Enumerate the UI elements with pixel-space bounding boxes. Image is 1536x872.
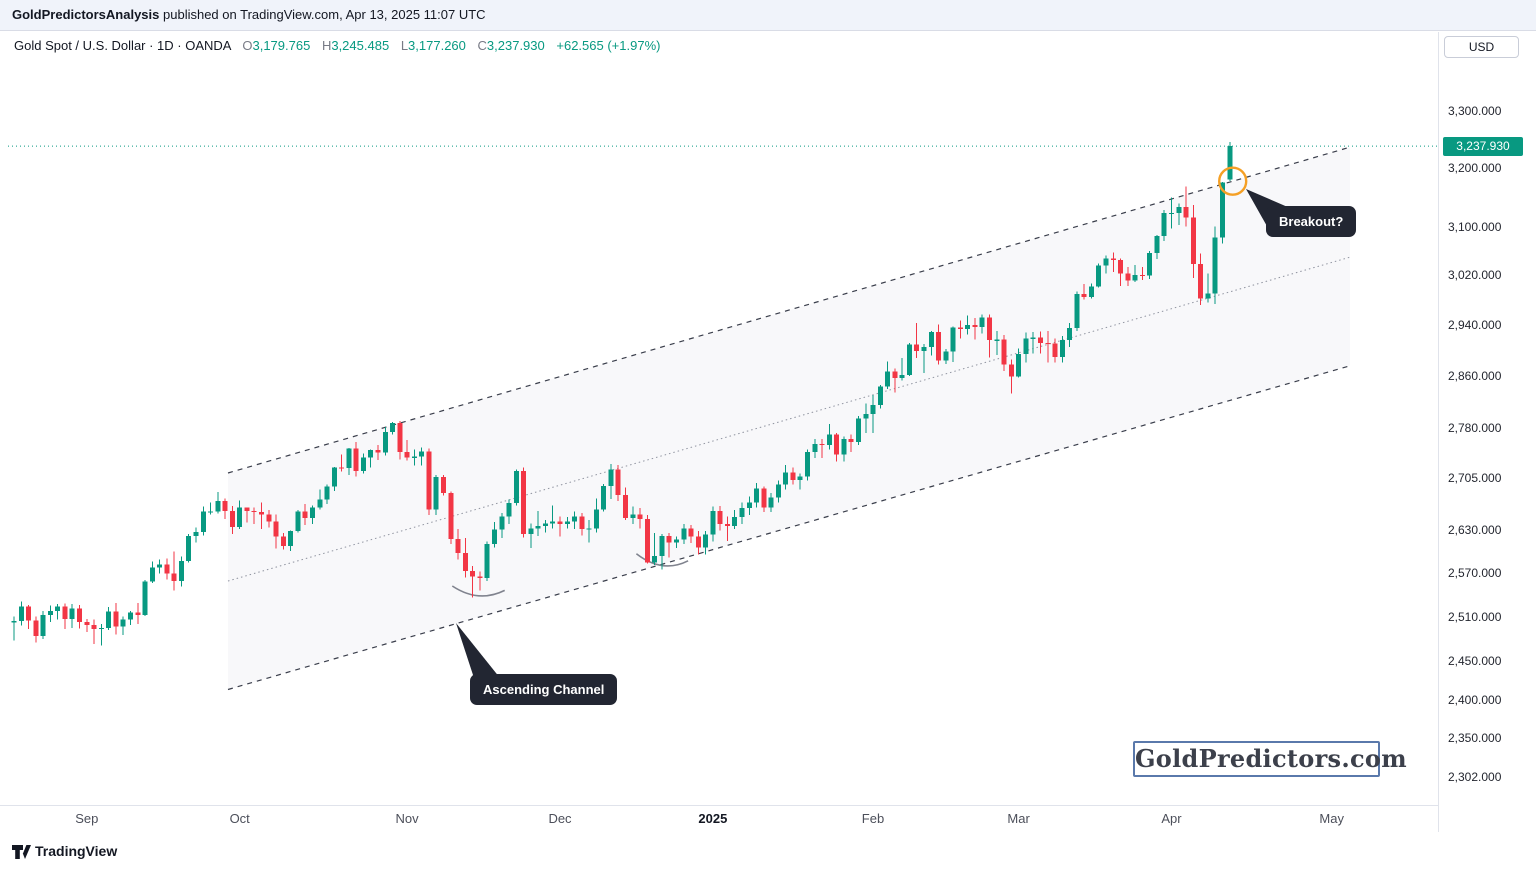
publisher-name: GoldPredictorsAnalysis (12, 7, 160, 22)
price-tick-label: 2,630.000 (1448, 523, 1502, 538)
price-chart[interactable] (0, 32, 1438, 805)
price-tick-label: 2,510.000 (1448, 609, 1502, 624)
channel-lower-line[interactable] (227, 365, 1351, 691)
time-axis[interactable]: Sep Oct Nov Dec 2025 Feb Mar Apr May (0, 805, 1438, 832)
price-tick-label: 2,570.000 (1448, 566, 1502, 580)
price-tick-label: 2,940.000 (1448, 317, 1502, 332)
tradingview-logo-icon[interactable] (12, 843, 31, 860)
tradingview-brand-text[interactable]: TradingView (35, 843, 118, 859)
month-label-apr: Apr (1161, 811, 1182, 826)
publish-info: published on TradingView.com, Apr 13, 20… (159, 7, 486, 22)
month-label-2025: 2025 (698, 811, 728, 826)
price-tick-label: 3,020.000 (1448, 267, 1502, 282)
price-tick-label: 3,300.000 (1448, 104, 1502, 118)
price-tick-label: 3,200.000 (1448, 160, 1502, 175)
price-tick-label: 2,302.000 (1448, 769, 1502, 784)
price-tick-label: 2,450.000 (1448, 654, 1502, 669)
price-tick-label: 2,350.000 (1448, 731, 1502, 746)
publish-bar: GoldPredictorsAnalysis published on Trad… (0, 0, 1536, 31)
ascending-channel-callout[interactable]: Ascending Channel (470, 674, 618, 705)
breakout-callout[interactable]: Breakout? (1266, 206, 1357, 237)
last-price-badge: 3,237.930 (1443, 136, 1523, 156)
candles (11, 141, 1233, 646)
channel-upper-line[interactable] (227, 146, 1351, 474)
month-label-may: May (1319, 811, 1344, 826)
channel-mid-line[interactable] (227, 256, 1351, 582)
price-tick-label: 2,860.000 (1448, 368, 1502, 383)
month-label-dec: Dec (548, 811, 572, 826)
month-label-nov: Nov (395, 811, 419, 826)
channel-fill (228, 147, 1350, 690)
month-label-feb: Feb (861, 811, 885, 826)
currency-usd-button[interactable]: USD (1444, 36, 1519, 58)
footer-bar: TradingView (0, 832, 1536, 872)
month-label-mar: Mar (1007, 811, 1030, 826)
price-tick-label: 2,705.000 (1448, 471, 1502, 486)
price-tick-label: 2,780.000 (1448, 420, 1502, 435)
watermark-box: GoldPredictors.com (1133, 741, 1407, 777)
price-axis[interactable]: USD 3,300.000 3,200.000 3,100.000 3,020.000… (1438, 32, 1536, 832)
swing-low-arc (451, 585, 506, 597)
month-label-sep: Sep (75, 811, 99, 826)
channel-callout-tail (456, 623, 500, 678)
breakout-circle[interactable] (1217, 166, 1248, 196)
month-label-oct: Oct (229, 811, 250, 826)
price-tick-label: 3,100.000 (1448, 219, 1502, 234)
price-tick-label: 2,400.000 (1448, 692, 1502, 707)
